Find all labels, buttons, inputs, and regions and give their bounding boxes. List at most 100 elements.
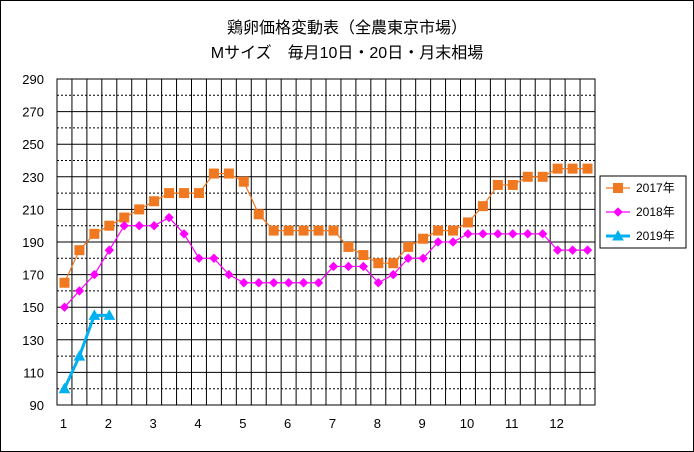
y-tick-label: 110 — [23, 365, 44, 380]
data-point — [193, 188, 204, 199]
x-tick-label: 4 — [194, 416, 201, 431]
series-triangle — [58, 309, 116, 394]
data-point — [537, 171, 548, 182]
data-point — [582, 163, 593, 174]
x-tick-label: 1 — [60, 416, 67, 431]
data-point — [253, 209, 264, 220]
data-point — [74, 286, 85, 296]
data-point — [448, 225, 459, 236]
data-point — [119, 220, 129, 231]
data-point — [403, 253, 413, 264]
x-tick-label: 5 — [239, 416, 246, 431]
y-tick-label: 170 — [22, 268, 44, 283]
data-point — [89, 269, 100, 280]
y-tick-label: 230 — [22, 170, 44, 185]
y-tick-label: 270 — [22, 105, 44, 120]
x-tick-label: 3 — [150, 416, 157, 431]
data-point — [373, 258, 384, 269]
data-point — [492, 179, 503, 190]
data-point — [478, 229, 488, 239]
data-point — [119, 212, 130, 223]
data-point — [164, 188, 175, 199]
y-tick-label: 150 — [22, 300, 44, 315]
data-point — [74, 245, 85, 256]
y-tick-label: 250 — [22, 137, 44, 152]
data-point — [134, 220, 144, 231]
data-point — [462, 217, 473, 228]
data-point — [388, 258, 399, 269]
y-tick-label: 190 — [22, 235, 44, 250]
data-point — [224, 269, 234, 280]
data-point — [567, 163, 578, 174]
y-tick-label: 290 — [22, 72, 44, 87]
data-point — [104, 220, 115, 231]
x-tick-label: 6 — [284, 416, 291, 431]
plot-border — [56, 78, 596, 406]
x-tick-label: 12 — [549, 416, 563, 431]
data-point — [149, 196, 160, 207]
data-point — [388, 269, 398, 280]
data-point — [552, 245, 563, 255]
data-point — [104, 245, 115, 255]
x-tick-label: 11 — [505, 416, 519, 431]
data-point — [59, 302, 70, 312]
legend-label: 2018年 — [636, 205, 675, 219]
x-tick-label: 10 — [460, 416, 474, 431]
y-tick-label: 130 — [22, 333, 44, 348]
y-tick-label: 210 — [22, 202, 44, 217]
chart-title: 鶏卵価格変動表（全農東京市場） — [227, 19, 467, 37]
legend-entry: 2019年 — [606, 229, 675, 243]
data-point — [328, 225, 339, 236]
series-square — [59, 163, 593, 288]
data-point — [73, 350, 86, 361]
legend-entry: 2018年 — [606, 205, 675, 219]
data-point — [179, 229, 189, 239]
data-point — [418, 253, 428, 264]
data-point — [507, 179, 518, 190]
data-point — [88, 309, 101, 320]
data-point — [403, 241, 414, 252]
data-point — [268, 225, 279, 236]
data-point — [268, 278, 279, 288]
data-point — [313, 278, 324, 288]
data-point — [238, 176, 249, 187]
x-tick-label: 8 — [374, 416, 381, 431]
grid-layer — [56, 78, 596, 406]
data-point — [179, 188, 190, 199]
data-point — [89, 228, 100, 239]
data-point — [239, 278, 249, 288]
series-diamond — [59, 212, 593, 312]
data-point — [298, 225, 309, 236]
data-point — [134, 204, 145, 215]
data-point — [373, 278, 384, 288]
data-point — [418, 233, 429, 244]
data-point — [493, 229, 503, 239]
data-point — [613, 207, 623, 217]
legend-entry: 2017年 — [606, 181, 675, 195]
data-point — [448, 237, 458, 247]
data-point — [254, 278, 264, 288]
data-point — [613, 183, 623, 193]
data-point — [298, 278, 309, 288]
data-point — [433, 225, 444, 236]
data-point — [508, 229, 518, 239]
x-tick-label: 7 — [329, 416, 336, 431]
data-point — [209, 253, 219, 264]
data-point — [552, 163, 563, 174]
data-point — [567, 245, 578, 255]
data-point — [358, 261, 369, 272]
data-point — [582, 245, 593, 255]
data-point — [149, 220, 159, 231]
data-point — [612, 229, 624, 241]
data-point — [477, 201, 488, 212]
series-line — [63, 313, 110, 390]
data-point — [537, 229, 548, 239]
x-tick-label: 2 — [105, 416, 112, 431]
data-point — [343, 241, 354, 252]
data-point — [59, 277, 70, 288]
data-point — [283, 278, 294, 288]
data-point — [223, 168, 234, 179]
legend: 2017年 2018年 2019年 — [599, 175, 687, 249]
